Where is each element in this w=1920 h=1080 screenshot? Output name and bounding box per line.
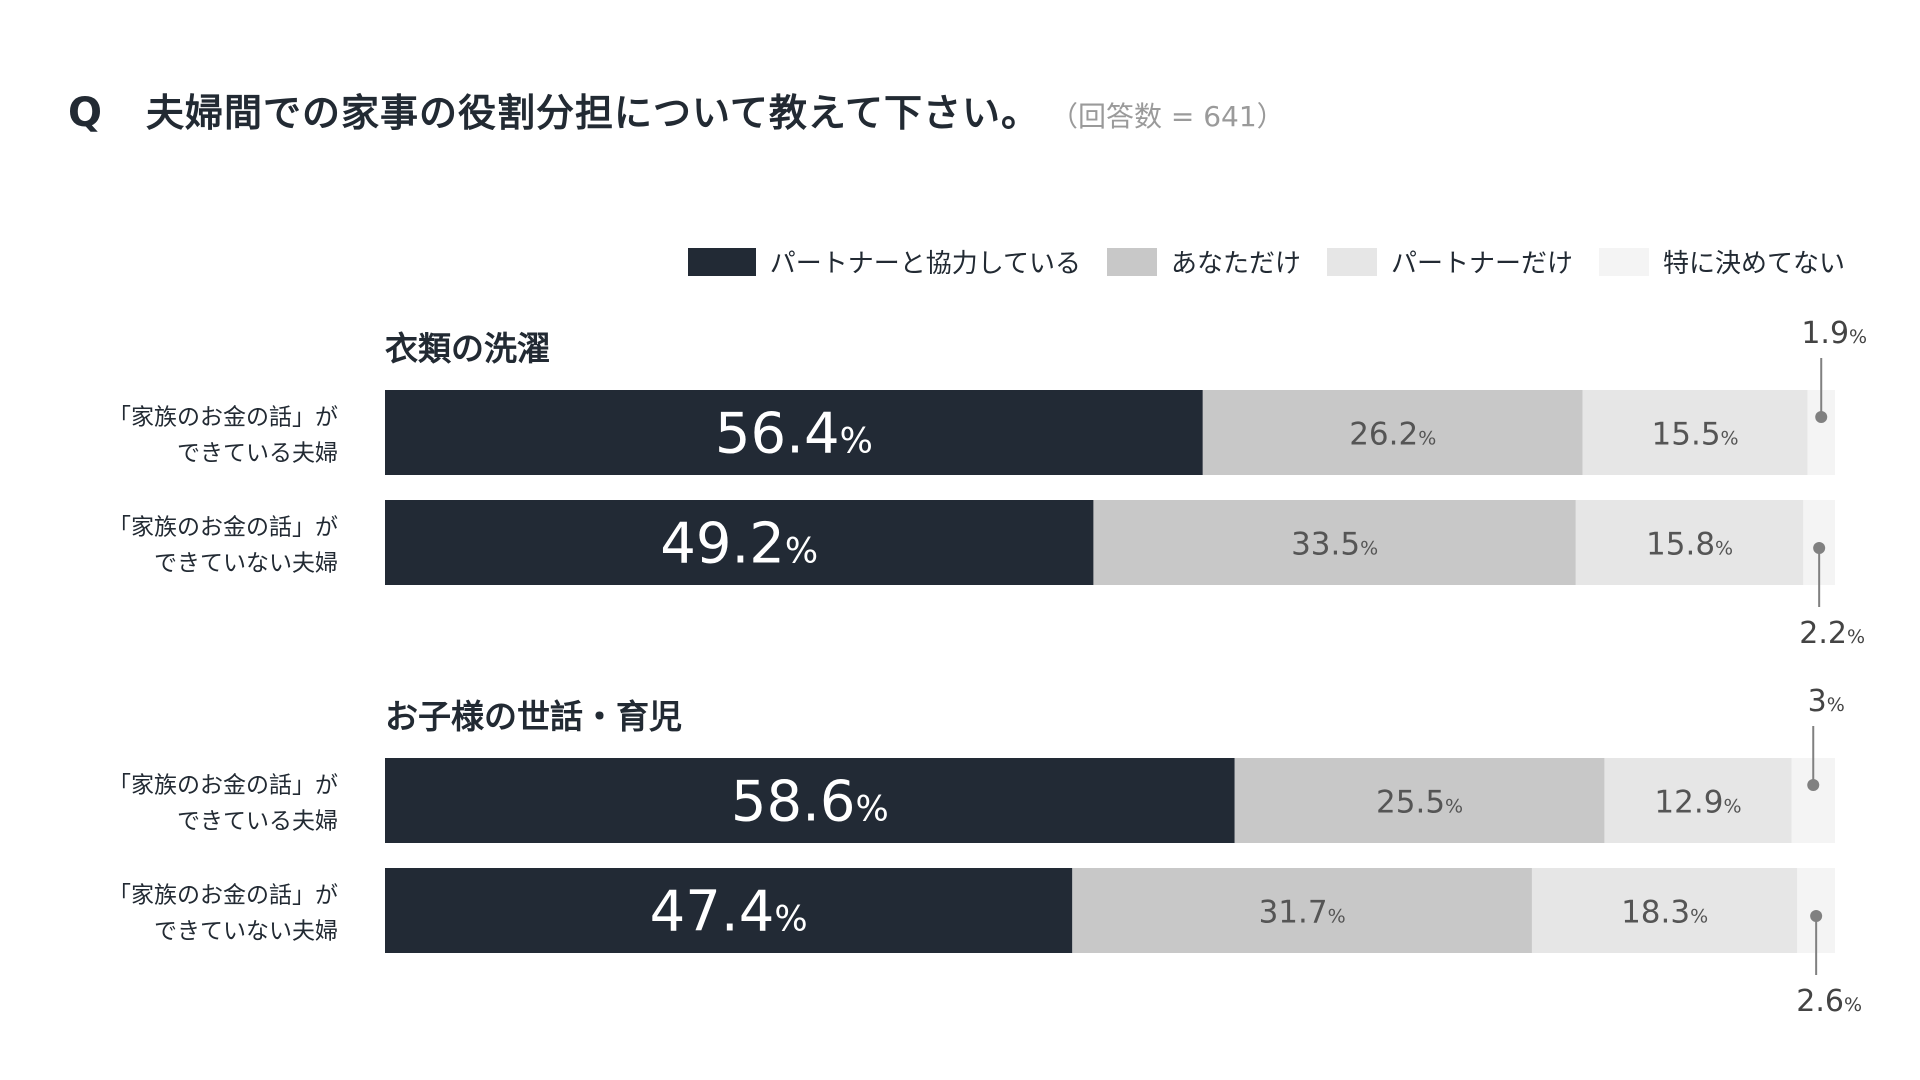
legend-item-not-decided: 特に決めてない <box>1598 243 1845 280</box>
data-label: 25.5% <box>1376 785 1463 821</box>
legend-swatch <box>1326 247 1377 276</box>
row-label: 「家族のお金の話」が <box>108 405 338 431</box>
legend-label: 特に決めてない <box>1662 249 1845 279</box>
group-title: 衣類の洗濯 <box>385 329 550 368</box>
row-label: 「家族のお金の話」が <box>108 515 338 541</box>
row-label: 「家族のお金の話」が <box>108 883 338 909</box>
legend-label: パートナーだけ <box>1390 249 1573 279</box>
row-label: 「家族のお金の話」が <box>108 773 338 799</box>
bar-segment <box>1093 500 1576 585</box>
question-title: 夫婦間での家事の役割分担について教えて下さい。 <box>146 91 1040 135</box>
data-label: 56.4% <box>715 402 873 467</box>
bar-segment <box>1234 758 1605 843</box>
bar-segment <box>1604 758 1792 843</box>
legend: パートナーと協力している あなただけ パートナーだけ 特に決めてない <box>662 243 1845 280</box>
question-mark: Q <box>68 90 103 136</box>
data-label: 49.2% <box>660 512 818 577</box>
bar-segment <box>385 500 1094 585</box>
bar-segment <box>1582 390 1808 475</box>
bar-segment <box>385 390 1203 475</box>
bar-segment <box>385 868 1073 953</box>
legend-item-partner-only: パートナーだけ <box>1326 243 1573 280</box>
callout-label: 1.9% <box>1801 316 1867 351</box>
chart-title-row: Q 夫婦間での家事の役割分担について教えて下さい。 （回答数 = 641） <box>68 82 1285 137</box>
callout-label: 2.6% <box>1796 984 1862 1019</box>
row-label: できている夫婦 <box>177 809 338 835</box>
legend-item-cooperate: パートナーと協力している <box>687 243 1081 280</box>
row-label: できていない夫婦 <box>154 551 338 577</box>
legend-item-you-only: あなただけ <box>1106 243 1301 280</box>
respondent-count: （回答数 = 641） <box>1049 100 1285 133</box>
data-label: 58.6% <box>731 770 889 835</box>
bar-segment <box>385 758 1235 843</box>
data-label: 31.7% <box>1259 895 1346 931</box>
callout-label: 2.2% <box>1799 616 1865 651</box>
legend-swatch <box>1598 247 1649 276</box>
data-label: 12.9% <box>1654 785 1741 821</box>
bar-segment <box>1575 500 1804 585</box>
group-title: お子様の世話・育児 <box>385 697 682 736</box>
legend-label: パートナーと協力している <box>769 249 1081 279</box>
bar-segment <box>1202 390 1583 475</box>
bar-segment <box>1072 868 1532 953</box>
legend-label: あなただけ <box>1170 249 1301 279</box>
legend-swatch <box>687 247 756 276</box>
legend-swatch <box>1106 247 1157 276</box>
row-label: できていない夫婦 <box>154 919 338 945</box>
bar-segment <box>1531 868 1798 953</box>
data-label: 26.2% <box>1349 417 1436 453</box>
data-label: 15.8% <box>1646 527 1733 563</box>
row-label: できている夫婦 <box>177 441 338 467</box>
data-label: 47.4% <box>650 880 808 945</box>
data-label: 33.5% <box>1291 527 1378 563</box>
callout-label: 3% <box>1808 684 1845 719</box>
data-label: 18.3% <box>1621 895 1708 931</box>
data-label: 15.5% <box>1652 417 1739 453</box>
